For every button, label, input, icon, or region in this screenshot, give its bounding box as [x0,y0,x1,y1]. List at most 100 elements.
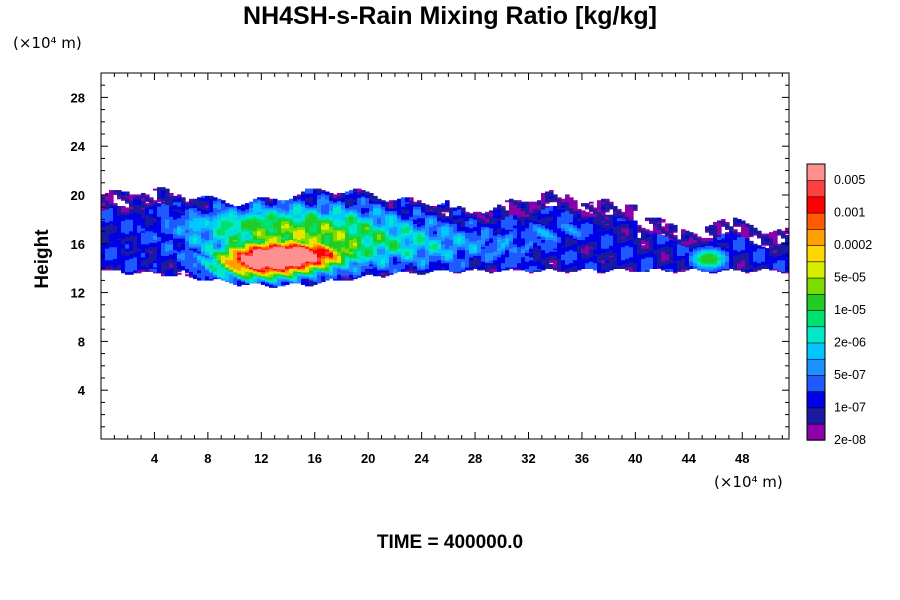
field-cell [405,227,410,230]
field-cell [433,219,438,222]
field-cell [117,232,122,235]
field-cell [301,272,306,275]
field-cell [137,208,142,211]
field-cell [389,213,394,216]
field-cell [205,274,210,277]
field-cell [189,272,194,275]
field-cell [345,272,350,275]
field-cell [113,190,118,193]
field-cell [397,206,402,209]
field-cell [281,236,286,239]
field-cell [365,261,370,264]
field-cell [337,208,342,211]
field-cell [101,249,106,252]
field-cell [197,256,202,259]
field-cell [261,239,266,242]
field-cell [381,242,386,245]
field-cell [281,275,286,278]
field-cell [305,240,310,243]
field-cell [145,217,150,220]
field-cell [413,262,418,265]
field-cell [125,195,130,198]
field-cell [125,194,130,197]
field-cell [141,194,146,197]
field-cell [141,256,146,259]
field-cell [217,206,222,209]
field-cell [141,201,146,204]
field-cell [341,204,346,207]
field-cell [353,240,358,243]
field-cell [193,216,198,219]
field-cell [145,200,150,203]
field-cell [301,264,306,267]
field-cell [305,272,310,275]
field-cell [105,249,110,252]
field-cell [245,210,250,213]
field-cell [325,208,330,211]
field-cell [425,213,430,216]
field-cell [193,210,198,213]
field-cell [233,274,238,277]
field-cell [117,213,122,216]
field-cell [369,200,374,203]
field-cell [437,214,442,217]
field-cell [297,226,302,229]
field-cell [113,230,118,233]
field-cell [445,235,450,238]
field-cell [249,271,254,274]
field-cell [101,211,106,214]
field-cell [285,242,290,245]
field-cell [257,214,262,217]
field-cell [357,265,362,268]
field-cell [273,274,278,277]
field-cell [317,250,322,254]
field-cell [305,237,310,240]
field-cell [461,258,466,261]
field-cell [197,203,202,206]
field-cell [385,237,390,240]
field-cell [297,194,302,197]
field-cell [429,242,434,245]
field-cell [137,237,142,240]
field-cell [377,223,382,226]
field-cell [209,219,214,222]
field-cell [301,268,306,271]
field-cell [401,206,406,209]
field-cell [457,219,462,222]
field-cell [413,242,418,245]
field-cell [409,255,414,258]
field-cell [261,258,266,261]
field-cell [425,206,430,209]
field-cell [285,278,290,281]
field-cell [113,256,118,259]
field-cell [353,188,358,191]
field-cell [157,233,162,236]
field-cell [113,204,118,207]
field-cell [201,239,206,242]
field-cell [353,256,358,259]
field-cell [349,207,354,210]
field-cell [245,259,250,262]
field-cell [349,275,354,278]
field-cell [333,229,338,232]
field-cell [153,226,158,229]
field-cell [305,190,310,193]
field-cell [441,221,446,225]
field-cell [125,208,130,211]
field-cell [273,233,278,236]
field-cell [349,253,354,256]
field-cell [161,198,166,201]
field-cell [301,275,306,278]
field-cell [105,197,110,200]
field-cell [109,200,114,203]
field-cell [365,214,370,217]
field-cell [273,237,278,240]
field-cell [437,237,442,240]
field-cell [117,265,122,268]
field-cell [209,259,214,262]
field-cell [257,211,262,214]
field-cell [313,235,318,238]
field-cell [229,255,234,258]
field-cell [201,229,206,232]
field-cell [205,237,210,240]
